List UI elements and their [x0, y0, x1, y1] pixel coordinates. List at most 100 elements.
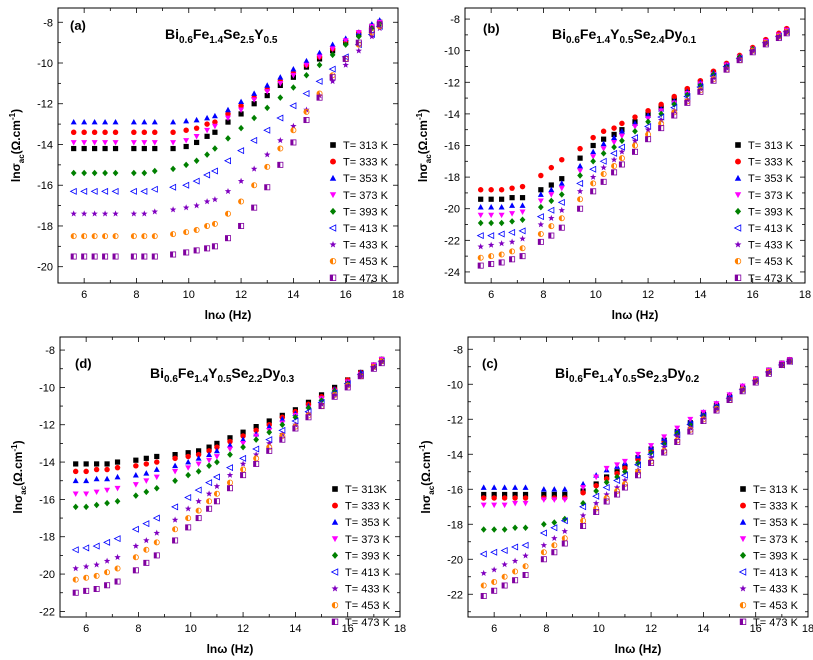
data-point-half: [776, 35, 779, 41]
data-point: [561, 527, 568, 534]
data-point: [81, 129, 87, 135]
data-point: [142, 520, 150, 528]
data-point: [648, 459, 655, 466]
data-point-half: [488, 261, 492, 267]
data-point-half: [83, 588, 87, 594]
y-tick-label: -14: [447, 449, 463, 461]
y-tick-label: -12: [444, 77, 460, 89]
data-point: [141, 169, 148, 177]
data-point: [183, 138, 190, 144]
star-marker-icon: [734, 240, 742, 248]
title-element: Se: [231, 365, 248, 381]
data-point-half: [131, 233, 134, 239]
data-point: [94, 461, 100, 467]
data-point: [592, 492, 600, 500]
data-point-half: [172, 526, 176, 532]
data-point: [224, 210, 231, 217]
data-point-half: [114, 578, 118, 585]
data-point: [697, 88, 704, 95]
data-point: [519, 183, 526, 190]
data-point: [151, 208, 158, 215]
x-tick-label: 16: [340, 289, 352, 301]
data-point: [593, 508, 600, 515]
data-point-half: [196, 515, 199, 521]
data-point: [224, 187, 232, 195]
data-point: [290, 72, 297, 79]
data-point: [491, 587, 498, 594]
data-point: [70, 169, 77, 177]
data-point: [213, 454, 220, 460]
x-tick-label: 12: [645, 623, 657, 635]
panel-label: (a): [70, 18, 86, 33]
data-point: [223, 157, 232, 165]
data-point: [614, 470, 620, 477]
data-point: [477, 204, 484, 210]
data-point: [151, 253, 158, 260]
data-point: [548, 197, 555, 205]
data-point: [540, 486, 547, 492]
title-subscript: 1.4: [599, 374, 613, 385]
data-point-half: [377, 21, 380, 27]
y-tick-label: -20: [39, 569, 55, 581]
data-point: [622, 465, 628, 471]
legend-label: T= 433 K: [753, 584, 799, 596]
data-point: [765, 370, 772, 377]
data-point-half: [225, 235, 228, 241]
data-point: [498, 219, 505, 227]
data-point: [580, 500, 586, 507]
x-tick-label: 6: [81, 289, 87, 301]
data-point: [240, 472, 247, 479]
data-point: [700, 417, 707, 424]
data-point: [132, 482, 139, 488]
data-point: [540, 497, 547, 503]
data-point: [562, 491, 568, 498]
data-point: [195, 461, 202, 468]
data-point-half: [277, 145, 281, 152]
data-point: [182, 204, 190, 211]
y-label-sup: -1: [10, 444, 19, 452]
x-tick-label: 8: [133, 289, 139, 301]
data-point: [620, 471, 628, 479]
y-tick-label: -22: [39, 606, 55, 618]
data-point: [204, 114, 211, 121]
data-point-half: [509, 248, 513, 254]
data-point: [329, 77, 336, 85]
data-point: [253, 460, 260, 467]
y-label-sub: ac: [424, 154, 433, 163]
data-point-half: [330, 74, 333, 80]
data-point-half: [305, 414, 309, 420]
data-point: [225, 135, 231, 142]
data-point: [183, 229, 190, 236]
data-point: [114, 473, 121, 480]
data-point-half: [541, 549, 544, 555]
y-tick-label: -24: [444, 267, 460, 279]
data-point-half: [697, 89, 701, 95]
data-point: [559, 176, 565, 182]
data-point: [601, 136, 607, 142]
data-point: [477, 262, 484, 269]
half-circle-marker-icon-half: [332, 602, 335, 608]
data-point: [171, 503, 179, 511]
title-subscript: 1.4: [596, 35, 610, 46]
data-point: [618, 161, 625, 168]
data-point: [114, 578, 121, 585]
data-point: [184, 505, 192, 512]
square-marker-icon: [740, 486, 746, 492]
data-point: [252, 445, 260, 453]
data-point: [172, 469, 179, 475]
x-tick-label: 14: [694, 289, 706, 301]
data-point: [613, 476, 621, 485]
chart-title: Bi0.6Fe1.4Y0.5Se2.3Dy0.2: [555, 365, 700, 385]
data-point-half: [264, 184, 268, 190]
data-point-half: [787, 358, 790, 365]
data-point: [519, 209, 526, 215]
title-element: Se: [223, 26, 240, 42]
data-point: [213, 482, 221, 490]
data-point: [610, 156, 618, 163]
triangle-up-marker-icon: [739, 518, 747, 525]
data-point: [635, 451, 641, 458]
x-tick-label: 8: [540, 289, 546, 301]
data-point-half: [73, 590, 76, 596]
data-point: [561, 497, 568, 503]
chart-panel-a: 6 8 10 12 14 16 18 -20 -18 -16 -14 -12 -10 -8 lnω (Hz)…: [8, 7, 404, 322]
